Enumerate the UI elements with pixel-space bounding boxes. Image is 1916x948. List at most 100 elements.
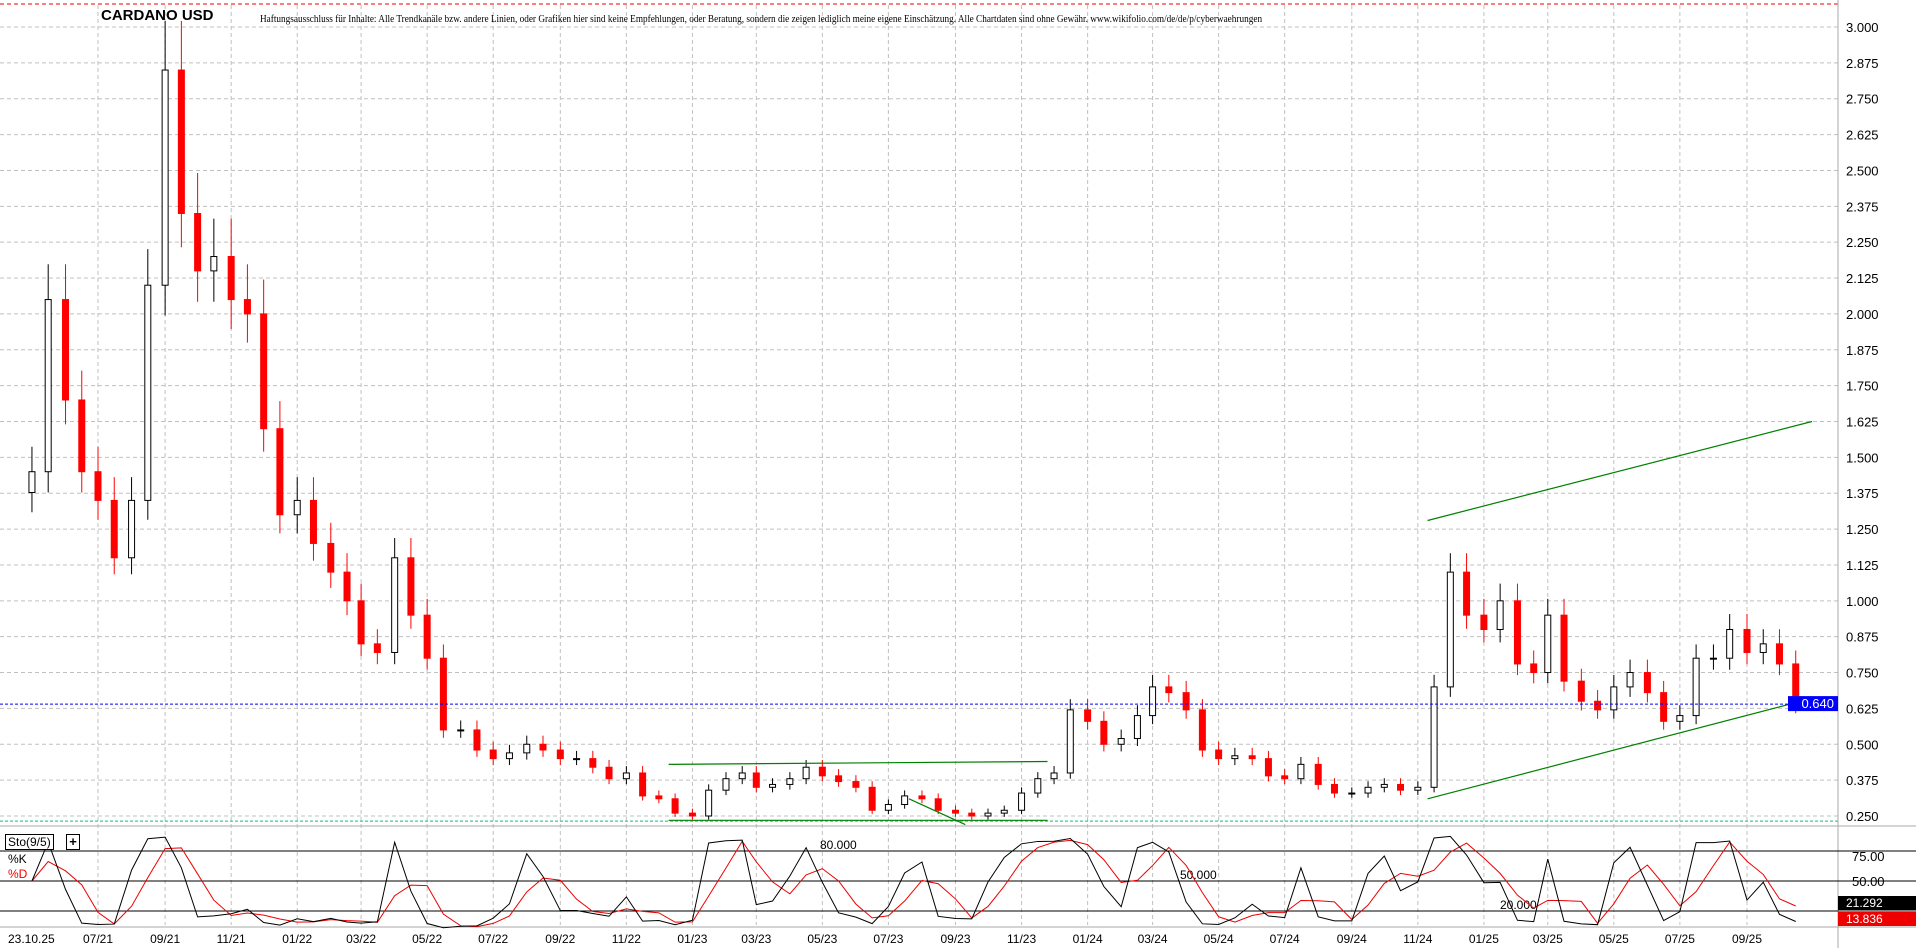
stoch-d-badge — [1838, 912, 1916, 926]
candle — [1215, 749, 1223, 760]
stoch-tick-label: 50.00 — [1852, 874, 1885, 889]
candle — [918, 795, 926, 800]
candle — [473, 729, 481, 751]
y-tick-label: 0.875 — [1846, 630, 1879, 645]
candle — [523, 743, 531, 754]
x-tick-label: 07/21 — [83, 932, 113, 946]
y-tick-label: 2.625 — [1846, 128, 1879, 143]
candle — [1364, 786, 1372, 794]
x-tick-label: 01/25 — [1469, 932, 1499, 946]
current-price-badge — [1788, 696, 1838, 712]
candle — [78, 399, 86, 473]
y-tick-label: 0.500 — [1846, 737, 1879, 752]
y-tick-label: 2.750 — [1846, 92, 1879, 107]
candle — [1480, 614, 1488, 631]
candle — [671, 798, 679, 814]
stoch-d-line — [31, 839, 1796, 928]
stoch-level-label: 50.000 — [1180, 868, 1217, 882]
y-tick-label: 2.500 — [1846, 163, 1879, 178]
stoch-k-line — [31, 835, 1796, 929]
y-tick-label: 3.000 — [1846, 20, 1879, 35]
x-tick-label: 23.10.25 — [8, 932, 55, 946]
y-tick-label: 0.625 — [1846, 701, 1879, 716]
k-legend: %K — [8, 852, 27, 866]
x-tick-label: 11/22 — [612, 932, 641, 946]
add-indicator-button[interactable]: + — [66, 834, 80, 850]
candle — [505, 752, 513, 760]
candle — [818, 766, 826, 777]
candle — [1397, 783, 1405, 791]
x-tick-label: 09/23 — [941, 932, 971, 946]
x-tick-label: 01/23 — [677, 932, 707, 946]
current-price-label: 0.640 — [1801, 696, 1834, 711]
candle — [835, 775, 843, 783]
candle — [952, 809, 960, 814]
stoch-d-value: 13.836 — [1846, 912, 1883, 926]
candle — [128, 499, 136, 559]
candle — [62, 299, 70, 401]
y-tick-label: 1.375 — [1846, 486, 1879, 501]
y-tick-label: 1.750 — [1846, 379, 1879, 394]
candle — [1775, 643, 1783, 665]
candle — [194, 212, 202, 272]
candle — [276, 428, 284, 516]
candle — [343, 571, 351, 602]
candle — [573, 758, 581, 761]
candle — [309, 499, 317, 544]
stoch-level-label: 20.000 — [1500, 898, 1537, 912]
candle — [94, 471, 102, 501]
y-tick-label: 1.125 — [1846, 558, 1879, 573]
y-tick-label: 1.250 — [1846, 522, 1879, 537]
x-tick-label: 09/21 — [150, 932, 180, 946]
candle — [1513, 600, 1521, 665]
y-tick-label: 2.125 — [1846, 271, 1879, 286]
candle — [639, 772, 647, 797]
candle — [1248, 755, 1256, 760]
candle — [688, 812, 696, 817]
candle — [1034, 778, 1042, 794]
candle — [968, 812, 976, 817]
candle — [1560, 614, 1568, 682]
x-tick-label: 09/22 — [545, 932, 575, 946]
x-tick-label: 07/23 — [873, 932, 903, 946]
y-tick-label: 1.625 — [1846, 415, 1879, 430]
y-tick-label: 2.875 — [1846, 56, 1879, 71]
candle — [1643, 672, 1651, 694]
y-tick-label: 2.375 — [1846, 199, 1879, 214]
candle — [1281, 775, 1289, 780]
candle — [786, 778, 794, 785]
candle — [1050, 772, 1058, 780]
candle — [1380, 783, 1388, 788]
indicator-label[interactable]: Sto(9/5) — [5, 834, 54, 850]
x-tick-label: 07/25 — [1665, 932, 1695, 946]
candle — [1182, 692, 1190, 711]
y-tick-label: 1.875 — [1846, 343, 1879, 358]
y-tick-label: 0.375 — [1846, 773, 1879, 788]
candle — [423, 614, 431, 659]
candle — [769, 783, 777, 788]
candle — [1264, 758, 1272, 777]
x-tick-label: 01/22 — [282, 932, 312, 946]
candle — [1198, 709, 1206, 751]
candle — [752, 772, 760, 788]
stoch-k-badge — [1838, 896, 1916, 910]
x-tick-label: 07/22 — [478, 932, 508, 946]
candle — [439, 657, 447, 731]
candle — [293, 499, 301, 516]
stoch-level-label: 80.000 — [820, 838, 857, 852]
candle — [1231, 755, 1239, 760]
x-tick-label: 11/24 — [1403, 932, 1432, 946]
candle — [1100, 720, 1108, 745]
candle — [1414, 786, 1422, 791]
trendline — [668, 760, 1048, 765]
x-tick-label: 09/25 — [1732, 932, 1762, 946]
candle — [1530, 663, 1538, 674]
candle — [1660, 692, 1668, 722]
stoch-k-value: 21.292 — [1846, 896, 1883, 910]
candle — [1463, 571, 1471, 616]
x-tick-label: 03/22 — [346, 932, 376, 946]
candle — [110, 499, 118, 559]
x-tick-label: 03/24 — [1138, 932, 1168, 946]
candle — [1594, 700, 1602, 711]
